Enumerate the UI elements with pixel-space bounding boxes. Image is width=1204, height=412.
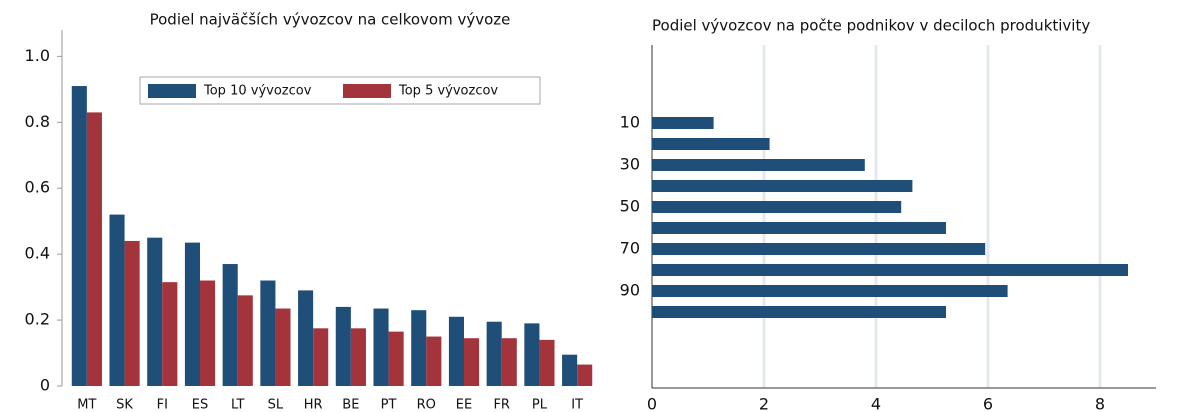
bar xyxy=(350,328,366,386)
x-tick-label: RO xyxy=(417,398,436,412)
bar xyxy=(464,338,480,386)
bar xyxy=(652,306,946,318)
bar xyxy=(652,138,770,150)
y-tick-label: 90 xyxy=(620,281,640,300)
bar xyxy=(86,112,102,386)
legend-swatch xyxy=(148,84,196,98)
bar xyxy=(373,308,389,386)
bar xyxy=(162,282,178,386)
y-tick-label: 0.8 xyxy=(25,112,50,131)
bar xyxy=(411,310,427,386)
bar xyxy=(388,331,404,386)
x-tick-label: IT xyxy=(571,398,583,412)
bar xyxy=(652,264,1128,276)
chart-title: Podiel vývozcov na počte podnikov v deci… xyxy=(652,17,1090,35)
y-tick-label: 0.6 xyxy=(25,178,50,197)
x-tick-label: 6 xyxy=(983,395,993,412)
y-tick-label: 0.2 xyxy=(25,310,50,329)
legend-swatch xyxy=(343,84,391,98)
bar xyxy=(539,339,555,386)
x-tick-label: HR xyxy=(304,398,323,412)
bar xyxy=(448,316,464,386)
bar xyxy=(313,328,329,386)
bar xyxy=(275,308,291,386)
bar xyxy=(652,222,946,234)
x-tick-label: 2 xyxy=(759,395,769,412)
legend-box xyxy=(139,76,541,105)
y-tick-label: 70 xyxy=(620,239,640,258)
x-tick-label: FR xyxy=(493,398,510,412)
bar xyxy=(501,338,517,386)
x-tick-label: PL xyxy=(532,398,548,412)
x-tick-label: FI xyxy=(157,398,168,412)
bar xyxy=(577,364,593,386)
y-tick-label: 1.0 xyxy=(25,46,50,65)
bar xyxy=(237,295,253,386)
bar xyxy=(652,201,902,213)
legend-label: Top 10 vývozcov xyxy=(203,84,312,99)
x-tick-label: PT xyxy=(381,398,397,412)
bar xyxy=(652,285,1008,297)
bar xyxy=(298,290,314,386)
legend-label: Top 5 vývozcov xyxy=(398,84,498,99)
bar xyxy=(652,180,913,192)
x-tick-label: 4 xyxy=(871,395,881,412)
x-tick-label: EE xyxy=(456,398,472,412)
x-tick-label: 8 xyxy=(1095,395,1105,412)
bar xyxy=(260,280,276,386)
bar xyxy=(652,243,986,255)
y-tick-label: 0 xyxy=(40,376,50,395)
x-tick-label: BE xyxy=(342,398,359,412)
bar xyxy=(184,242,200,386)
x-tick-label: LT xyxy=(231,398,244,412)
y-tick-label: 0.4 xyxy=(25,244,50,263)
bar xyxy=(124,240,140,386)
y-tick-label: 30 xyxy=(620,155,640,174)
bar xyxy=(200,280,216,386)
bar xyxy=(426,336,442,386)
x-tick-label: SK xyxy=(116,398,133,412)
chart-title: Podiel najväčších vývozcov na celkovom v… xyxy=(150,11,511,29)
x-tick-label: MT xyxy=(77,398,96,412)
bar xyxy=(71,86,87,386)
y-tick-label: 50 xyxy=(620,197,640,216)
bar xyxy=(147,237,163,386)
y-tick-label: 10 xyxy=(620,113,640,132)
bar xyxy=(335,306,351,386)
bar xyxy=(524,323,540,386)
bar xyxy=(652,159,865,171)
x-tick-label: SL xyxy=(268,398,284,412)
bar xyxy=(562,354,578,386)
bar xyxy=(652,117,714,129)
x-tick-label: 0 xyxy=(647,395,657,412)
x-tick-label: ES xyxy=(192,398,208,412)
bar xyxy=(486,321,502,386)
bar xyxy=(109,214,125,386)
bar xyxy=(222,264,238,386)
